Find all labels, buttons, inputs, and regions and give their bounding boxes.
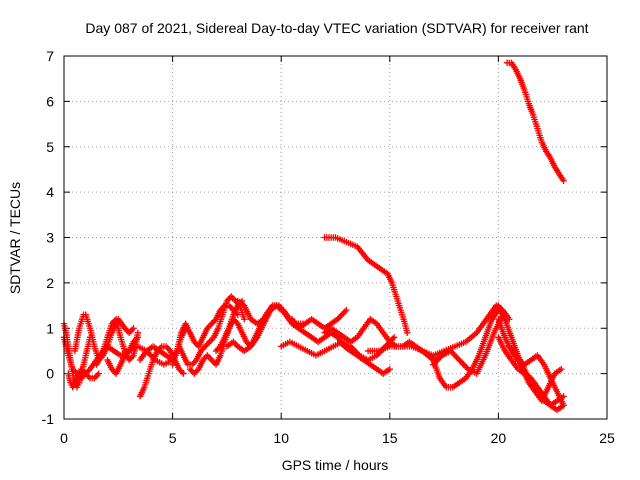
data-point-marker [228, 293, 235, 300]
plot-frame [63, 55, 608, 420]
data-point-marker [205, 353, 212, 361]
y-tick-label: -1 [42, 411, 55, 427]
data-point-marker [337, 312, 344, 320]
data-point-marker [390, 334, 398, 341]
series-track-t [419, 302, 513, 359]
data-point-marker [214, 346, 221, 353]
series-track-j [175, 293, 248, 368]
data-point-marker [453, 353, 460, 361]
x-tick-label: 5 [169, 430, 177, 446]
data-point-marker [208, 320, 215, 327]
x-tick-label: 20 [491, 430, 507, 446]
data-point-marker [460, 361, 467, 368]
data-point-marker [204, 352, 211, 359]
data-point-marker [558, 365, 565, 373]
x-tick-label: 25 [599, 430, 615, 446]
data-point-marker [203, 341, 210, 349]
data-point-marker [343, 306, 350, 314]
data-point-marker [229, 294, 236, 302]
data-point-marker [459, 359, 466, 367]
chart-title: Day 087 of 2021, Sidereal Day-to-day VTE… [85, 20, 588, 36]
y-tick-label: 5 [46, 139, 54, 155]
series-track-f [104, 334, 142, 377]
data-point-marker [386, 365, 393, 373]
y-tick-label: 2 [46, 275, 54, 291]
data-point-marker [133, 335, 140, 343]
data-point-marker [178, 368, 186, 376]
data-point-marker [190, 359, 197, 367]
series-track-y [495, 334, 567, 414]
series-track-u [430, 311, 506, 377]
data-point-marker [461, 362, 469, 370]
data-point-marker [456, 356, 463, 364]
axis-ticks: 0 5 10 15 20 25 -1 0 1 2 3 4 5 6 7 [42, 48, 615, 446]
data-point-marker [241, 315, 248, 323]
data-point-marker [454, 355, 462, 362]
data-point-marker [207, 322, 214, 329]
series-track-z [321, 234, 411, 336]
y-tick-label: 0 [46, 366, 54, 382]
data-point-marker [130, 325, 137, 332]
data-point-marker [227, 303, 234, 311]
data-point-marker [204, 340, 212, 347]
data-point-marker [200, 344, 207, 352]
series-track-x [506, 343, 565, 405]
data-point-marker [341, 308, 349, 315]
y-tick-label: 3 [46, 230, 54, 246]
x-axis-label: GPS time / hours [282, 457, 389, 473]
series-track-d [65, 365, 102, 391]
data-point-marker [403, 329, 411, 336]
data-point-marker [95, 370, 102, 377]
data-point-marker [231, 340, 239, 347]
series-track-q [278, 334, 398, 364]
data-point-marker [92, 373, 100, 380]
y-tick-label: 6 [46, 93, 54, 109]
data-point-marker [340, 309, 347, 317]
data-point-marker [164, 344, 171, 352]
data-point-marker [127, 328, 134, 335]
y-axis-label: SDTVAR / TECUs [7, 182, 23, 294]
data-point-marker [85, 373, 92, 380]
data-point-marker [560, 177, 567, 184]
data-point-marker [207, 355, 214, 362]
data-point-marker [201, 343, 209, 350]
x-tick-label: 10 [273, 430, 289, 446]
series-track-g [136, 343, 187, 400]
data-point-marker [191, 370, 198, 377]
data-point-marker [94, 371, 101, 379]
data-point-marker [125, 329, 133, 336]
series-track-o [256, 302, 350, 332]
y-tick-label: 7 [46, 48, 54, 64]
data-point-marker [448, 349, 456, 356]
series-track-s [364, 306, 502, 391]
series-track-top [503, 59, 567, 184]
y-tick-label: 4 [46, 184, 54, 200]
data-point-marker [560, 402, 567, 409]
data-point-marker [207, 337, 215, 344]
data-point-marker [134, 334, 142, 341]
x-tick-label: 0 [60, 430, 68, 446]
data-point-marker [451, 352, 459, 359]
x-tick-label: 15 [382, 430, 398, 446]
series-track-k [186, 297, 246, 377]
data-point-marker [209, 319, 217, 326]
data-point-marker [192, 368, 199, 376]
data-point-marker [338, 311, 346, 318]
data-point-marker [457, 358, 464, 365]
data-points [60, 59, 567, 414]
data-point-marker [206, 338, 213, 346]
data-point-marker [180, 370, 187, 377]
y-tick-label: 1 [46, 320, 54, 336]
data-point-marker [188, 367, 195, 374]
grid-lines [64, 56, 607, 419]
data-point-marker [128, 326, 136, 333]
data-point-marker [83, 371, 91, 379]
